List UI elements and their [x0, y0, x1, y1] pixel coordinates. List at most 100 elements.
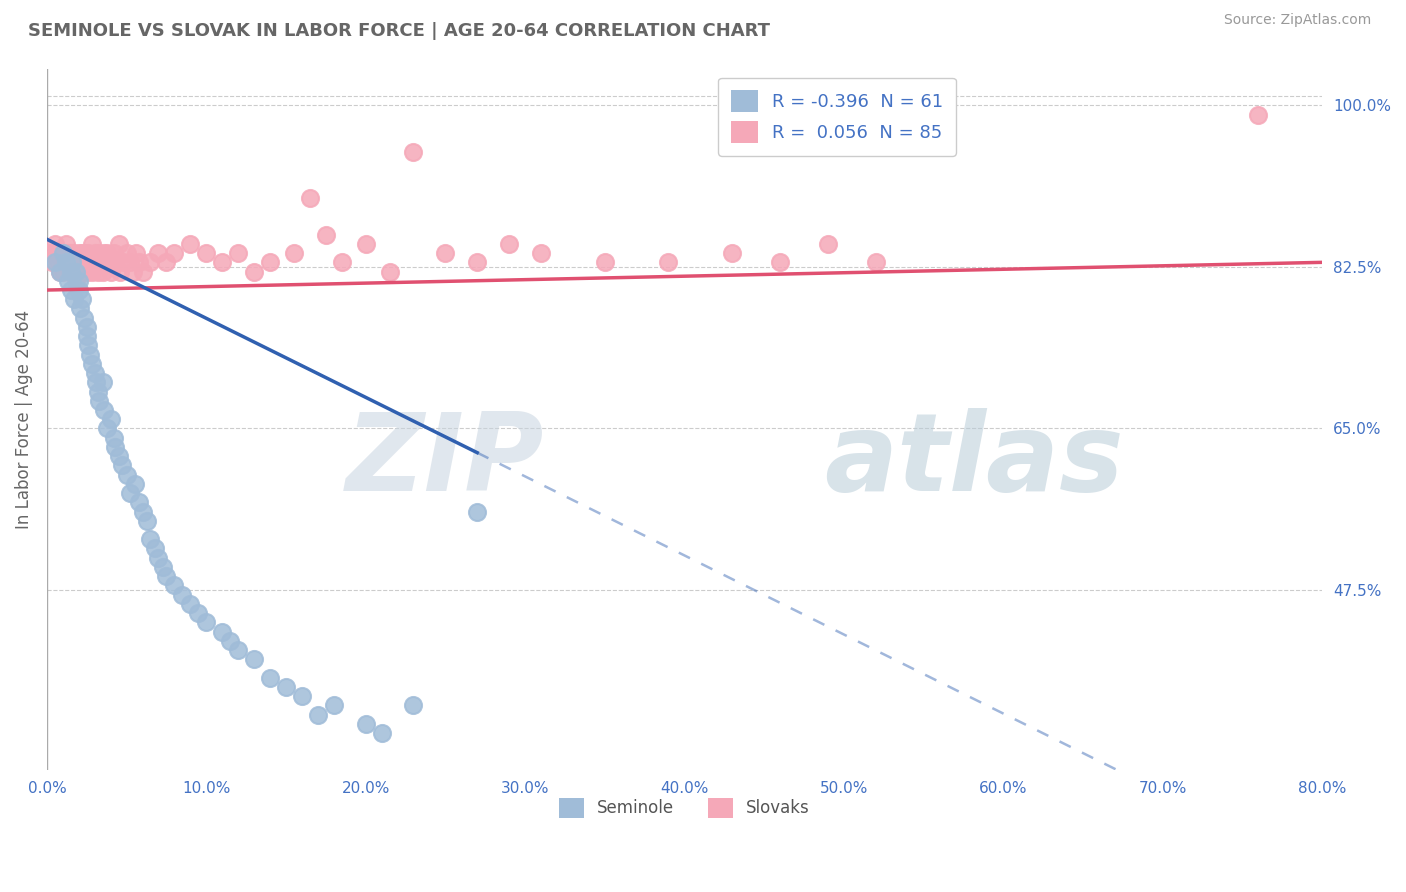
Point: [59, 246, 82, 260]
Point: [370, 726, 392, 740]
Point: [89, 393, 111, 408]
Point: [56, 246, 79, 260]
Point: [87, 384, 110, 399]
Point: [148, 550, 170, 565]
Point: [865, 255, 887, 269]
Point: [39, 246, 62, 260]
Point: [111, 458, 134, 473]
Point: [51, 246, 73, 260]
Point: [79, 348, 101, 362]
Point: [124, 476, 146, 491]
Point: [77, 246, 100, 260]
Point: [96, 246, 118, 260]
Point: [125, 246, 148, 260]
Point: [101, 255, 124, 269]
Text: atlas: atlas: [825, 409, 1125, 515]
Point: [55, 236, 77, 251]
Point: [219, 633, 242, 648]
Point: [107, 449, 129, 463]
Point: [259, 255, 281, 269]
Text: ZIP: ZIP: [346, 409, 544, 515]
Point: [76, 264, 98, 278]
Point: [41, 255, 63, 269]
Point: [226, 643, 249, 657]
Point: [118, 255, 141, 269]
Point: [93, 403, 115, 417]
Point: [163, 246, 186, 260]
Point: [46, 255, 69, 269]
Point: [100, 264, 122, 278]
Point: [90, 255, 112, 269]
Point: [91, 376, 114, 390]
Point: [354, 236, 377, 251]
Point: [82, 255, 104, 269]
Point: [259, 671, 281, 685]
Point: [118, 486, 141, 500]
Point: [115, 467, 138, 482]
Y-axis label: In Labor Force | Age 20-64: In Labor Force | Age 20-64: [15, 310, 32, 529]
Point: [115, 246, 138, 260]
Point: [83, 366, 105, 380]
Point: [139, 255, 162, 269]
Point: [69, 301, 91, 316]
Point: [143, 541, 166, 556]
Point: [122, 264, 145, 278]
Point: [87, 264, 110, 278]
Point: [76, 329, 98, 343]
Point: [195, 246, 218, 260]
Point: [48, 264, 70, 278]
Point: [211, 624, 233, 639]
Point: [67, 264, 90, 278]
Point: [75, 246, 97, 260]
Point: [179, 236, 201, 251]
Point: [530, 246, 553, 260]
Point: [498, 236, 520, 251]
Point: [66, 255, 89, 269]
Point: [283, 246, 305, 260]
Point: [465, 504, 488, 518]
Point: [79, 255, 101, 269]
Point: [172, 588, 194, 602]
Point: [91, 264, 114, 278]
Point: [179, 597, 201, 611]
Point: [44, 236, 66, 251]
Point: [59, 283, 82, 297]
Point: [96, 421, 118, 435]
Point: [155, 569, 177, 583]
Point: [80, 236, 103, 251]
Point: [63, 293, 86, 307]
Point: [63, 246, 86, 260]
Point: [128, 255, 150, 269]
Point: [104, 440, 127, 454]
Point: [465, 255, 488, 269]
Point: [65, 264, 87, 278]
Point: [67, 274, 90, 288]
Point: [70, 246, 93, 260]
Point: [48, 264, 70, 278]
Point: [155, 255, 177, 269]
Point: [112, 255, 135, 269]
Point: [84, 376, 107, 390]
Point: [128, 495, 150, 509]
Point: [434, 246, 457, 260]
Point: [58, 255, 80, 269]
Point: [657, 255, 679, 269]
Text: SEMINOLE VS SLOVAK IN LABOR FORCE | AGE 20-64 CORRELATION CHART: SEMINOLE VS SLOVAK IN LABOR FORCE | AGE …: [28, 22, 770, 40]
Point: [148, 246, 170, 260]
Point: [45, 246, 67, 260]
Point: [55, 255, 77, 269]
Point: [60, 255, 83, 269]
Point: [243, 652, 266, 666]
Point: [107, 236, 129, 251]
Point: [322, 698, 344, 713]
Point: [226, 246, 249, 260]
Point: [80, 357, 103, 371]
Point: [44, 255, 66, 269]
Point: [131, 504, 153, 518]
Point: [769, 255, 792, 269]
Point: [70, 293, 93, 307]
Point: [93, 246, 115, 260]
Point: [817, 236, 839, 251]
Point: [59, 264, 82, 278]
Point: [103, 431, 125, 445]
